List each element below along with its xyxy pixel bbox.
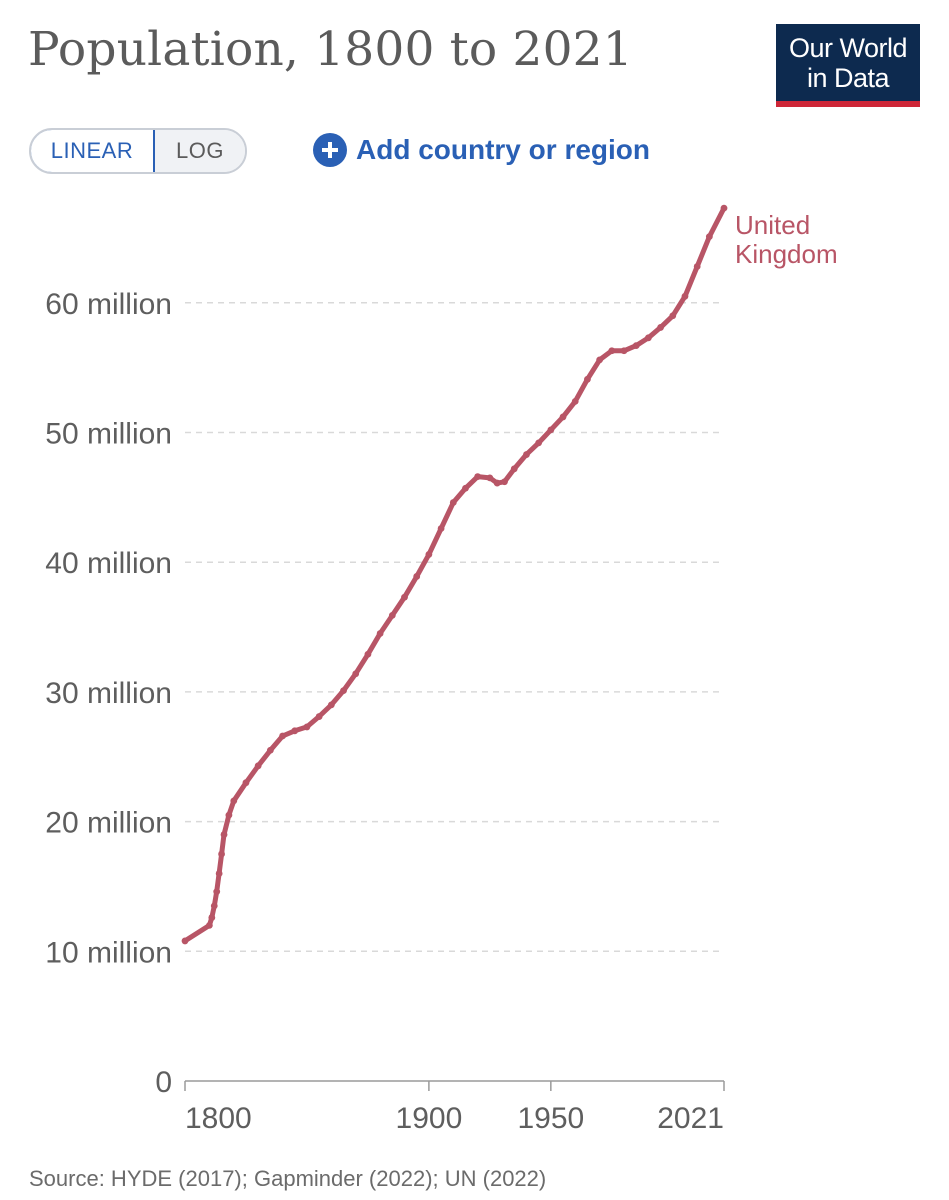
series-point	[486, 474, 494, 482]
logo-line-2: in Data	[806, 62, 890, 93]
series-point	[501, 478, 508, 486]
series-point	[437, 525, 445, 532]
series-point	[449, 499, 457, 506]
log-scale-button[interactable]: LOG	[155, 130, 245, 172]
series-point	[559, 413, 567, 421]
series-point	[254, 762, 262, 770]
add-country-button[interactable]: Add country or region	[313, 127, 650, 173]
series-point	[535, 439, 543, 447]
series-point	[242, 779, 250, 787]
series-point	[571, 397, 579, 405]
series-point	[352, 670, 360, 678]
x-tick-label: 1900	[396, 1102, 463, 1135]
y-tick-label: 40 million	[45, 547, 172, 580]
series-point	[364, 650, 372, 658]
series-point	[657, 324, 664, 331]
series-point	[181, 937, 189, 945]
series-point	[644, 334, 652, 342]
series-point	[315, 713, 323, 720]
series-line-united-kingdom	[182, 205, 727, 944]
logo-line-1: Our World	[788, 32, 908, 63]
scale-toggle: LINEAR LOG	[29, 128, 247, 174]
series-point	[388, 611, 396, 619]
series-point	[327, 701, 335, 709]
owid-logo[interactable]: Our World in Data	[776, 24, 920, 107]
series-point	[596, 356, 604, 364]
series-point	[220, 831, 228, 838]
series-point	[608, 347, 616, 355]
series-point	[208, 914, 216, 921]
y-tick-label: 50 million	[45, 417, 172, 450]
source-note: Source: HYDE (2017); Gapminder (2022); U…	[29, 1166, 547, 1191]
y-tick-label: 60 million	[45, 288, 172, 321]
series-point	[225, 811, 233, 819]
series-point	[705, 233, 713, 241]
series-point	[230, 797, 238, 805]
series-point	[425, 551, 433, 558]
series-point	[413, 573, 421, 580]
series-point	[266, 746, 274, 754]
add-country-label: Add country or region	[356, 134, 650, 165]
series-point	[340, 687, 347, 694]
series-point	[523, 451, 530, 458]
y-tick-label: 0	[155, 1066, 172, 1099]
series-point	[620, 347, 628, 355]
series-point	[669, 312, 677, 320]
series-point	[720, 204, 728, 212]
series-point	[303, 723, 311, 731]
series-point	[215, 870, 223, 877]
x-tick-label: 2021	[657, 1102, 724, 1135]
chart-title: Population, 1800 to 2021	[28, 22, 633, 77]
series-point	[279, 732, 286, 740]
series-point	[493, 479, 501, 487]
series-point	[547, 426, 555, 434]
series-point	[510, 465, 518, 473]
series-point	[401, 593, 408, 601]
series-point	[584, 375, 591, 383]
series-label: United	[735, 210, 810, 240]
series-point	[376, 630, 384, 637]
series-point	[210, 902, 218, 910]
series-point	[474, 473, 482, 480]
series-point	[213, 888, 221, 896]
series-point	[218, 850, 225, 858]
y-tick-label: 20 million	[45, 807, 172, 840]
x-tick-label: 1950	[517, 1102, 584, 1135]
series-label: Kingdom	[735, 239, 838, 269]
plus-icon	[313, 133, 347, 167]
x-tick-label: 1800	[185, 1102, 252, 1135]
series-point	[291, 727, 299, 735]
series-point	[205, 921, 213, 929]
series-point	[462, 484, 469, 492]
series-point	[632, 342, 640, 349]
y-tick-label: 10 million	[45, 936, 172, 969]
y-tick-label: 30 million	[45, 677, 172, 710]
linear-scale-button[interactable]: LINEAR	[31, 130, 155, 172]
series-point	[681, 292, 689, 300]
series-point	[693, 263, 701, 270]
